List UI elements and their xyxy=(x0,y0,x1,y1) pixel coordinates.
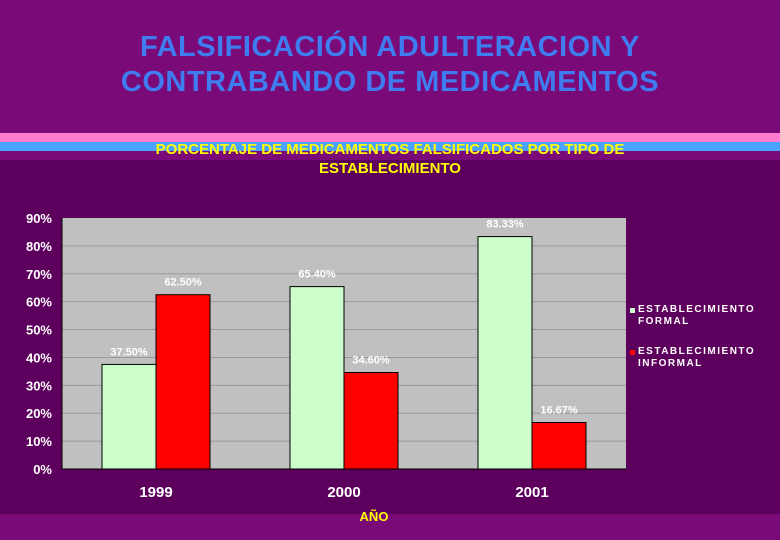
y-tick-label: 10% xyxy=(26,434,52,449)
legend-marker-formal xyxy=(630,308,635,313)
x-tick-label: 1999 xyxy=(139,484,172,501)
data-label: 34.60% xyxy=(352,355,390,367)
bar-informal-1999 xyxy=(155,294,211,470)
y-tick-label: 70% xyxy=(26,267,52,282)
bar-informal-2000 xyxy=(343,372,399,470)
legend-label-formal: ESTABLECIMIENTO FORMAL xyxy=(638,304,778,328)
data-label: 62.50% xyxy=(164,277,202,289)
y-tick-label: 40% xyxy=(26,350,52,365)
slide-title: FALSIFICACIÓN ADULTERACION Y CONTRABANDO… xyxy=(0,30,780,100)
footer-strip xyxy=(0,514,780,540)
legend-label-informal-line-1: ESTABLECIMIENTO xyxy=(638,346,756,357)
x-axis-title: AÑO xyxy=(360,509,389,524)
slide-title-line-1: FALSIFICACIÓN ADULTERACION Y xyxy=(139,31,641,63)
x-tick-label: 2000 xyxy=(327,484,360,501)
bar-formal-1999 xyxy=(101,363,157,470)
y-tick-label: 80% xyxy=(26,239,52,254)
y-tick-label: 20% xyxy=(26,406,52,421)
y-tick-label: 60% xyxy=(26,295,52,310)
legend-label-informal: ESTABLECIMIENTO INFORMAL xyxy=(638,346,778,370)
chart-title-line-2: ESTABLECIMIENTO xyxy=(319,160,461,177)
data-label: 37.50% xyxy=(110,346,148,358)
slide-title-line-2: CONTRABANDO DE MEDICAMENTOS xyxy=(120,66,660,98)
bar-formal-2001 xyxy=(477,236,533,470)
decorative-band-pink xyxy=(0,133,780,142)
data-label: 65.40% xyxy=(298,269,336,281)
chart-title-line-1: PORCENTAJE DE MEDICAMENTOS FALSIFICADOS … xyxy=(155,141,625,158)
y-tick-label: 90% xyxy=(26,211,52,226)
legend-label-informal-line-2: INFORMAL xyxy=(638,358,703,369)
bar-formal-2000 xyxy=(289,286,345,470)
legend-label-formal-line-1: ESTABLECIMIENTO xyxy=(638,304,756,315)
data-label: 83.33% xyxy=(486,219,524,231)
y-tick-label: 50% xyxy=(26,323,52,338)
y-tick-label: 0% xyxy=(33,462,52,477)
chart-title: PORCENTAJE DE MEDICAMENTOS FALSIFICADOS … xyxy=(60,140,720,178)
legend-label-formal-line-2: FORMAL xyxy=(638,316,690,327)
bar-informal-2001 xyxy=(531,422,587,470)
legend-marker-informal xyxy=(630,350,635,355)
decorative-band-blue xyxy=(0,142,780,151)
x-tick-label: 2001 xyxy=(515,484,548,501)
data-label: 16.67% xyxy=(540,405,578,417)
y-tick-label: 30% xyxy=(26,378,52,393)
